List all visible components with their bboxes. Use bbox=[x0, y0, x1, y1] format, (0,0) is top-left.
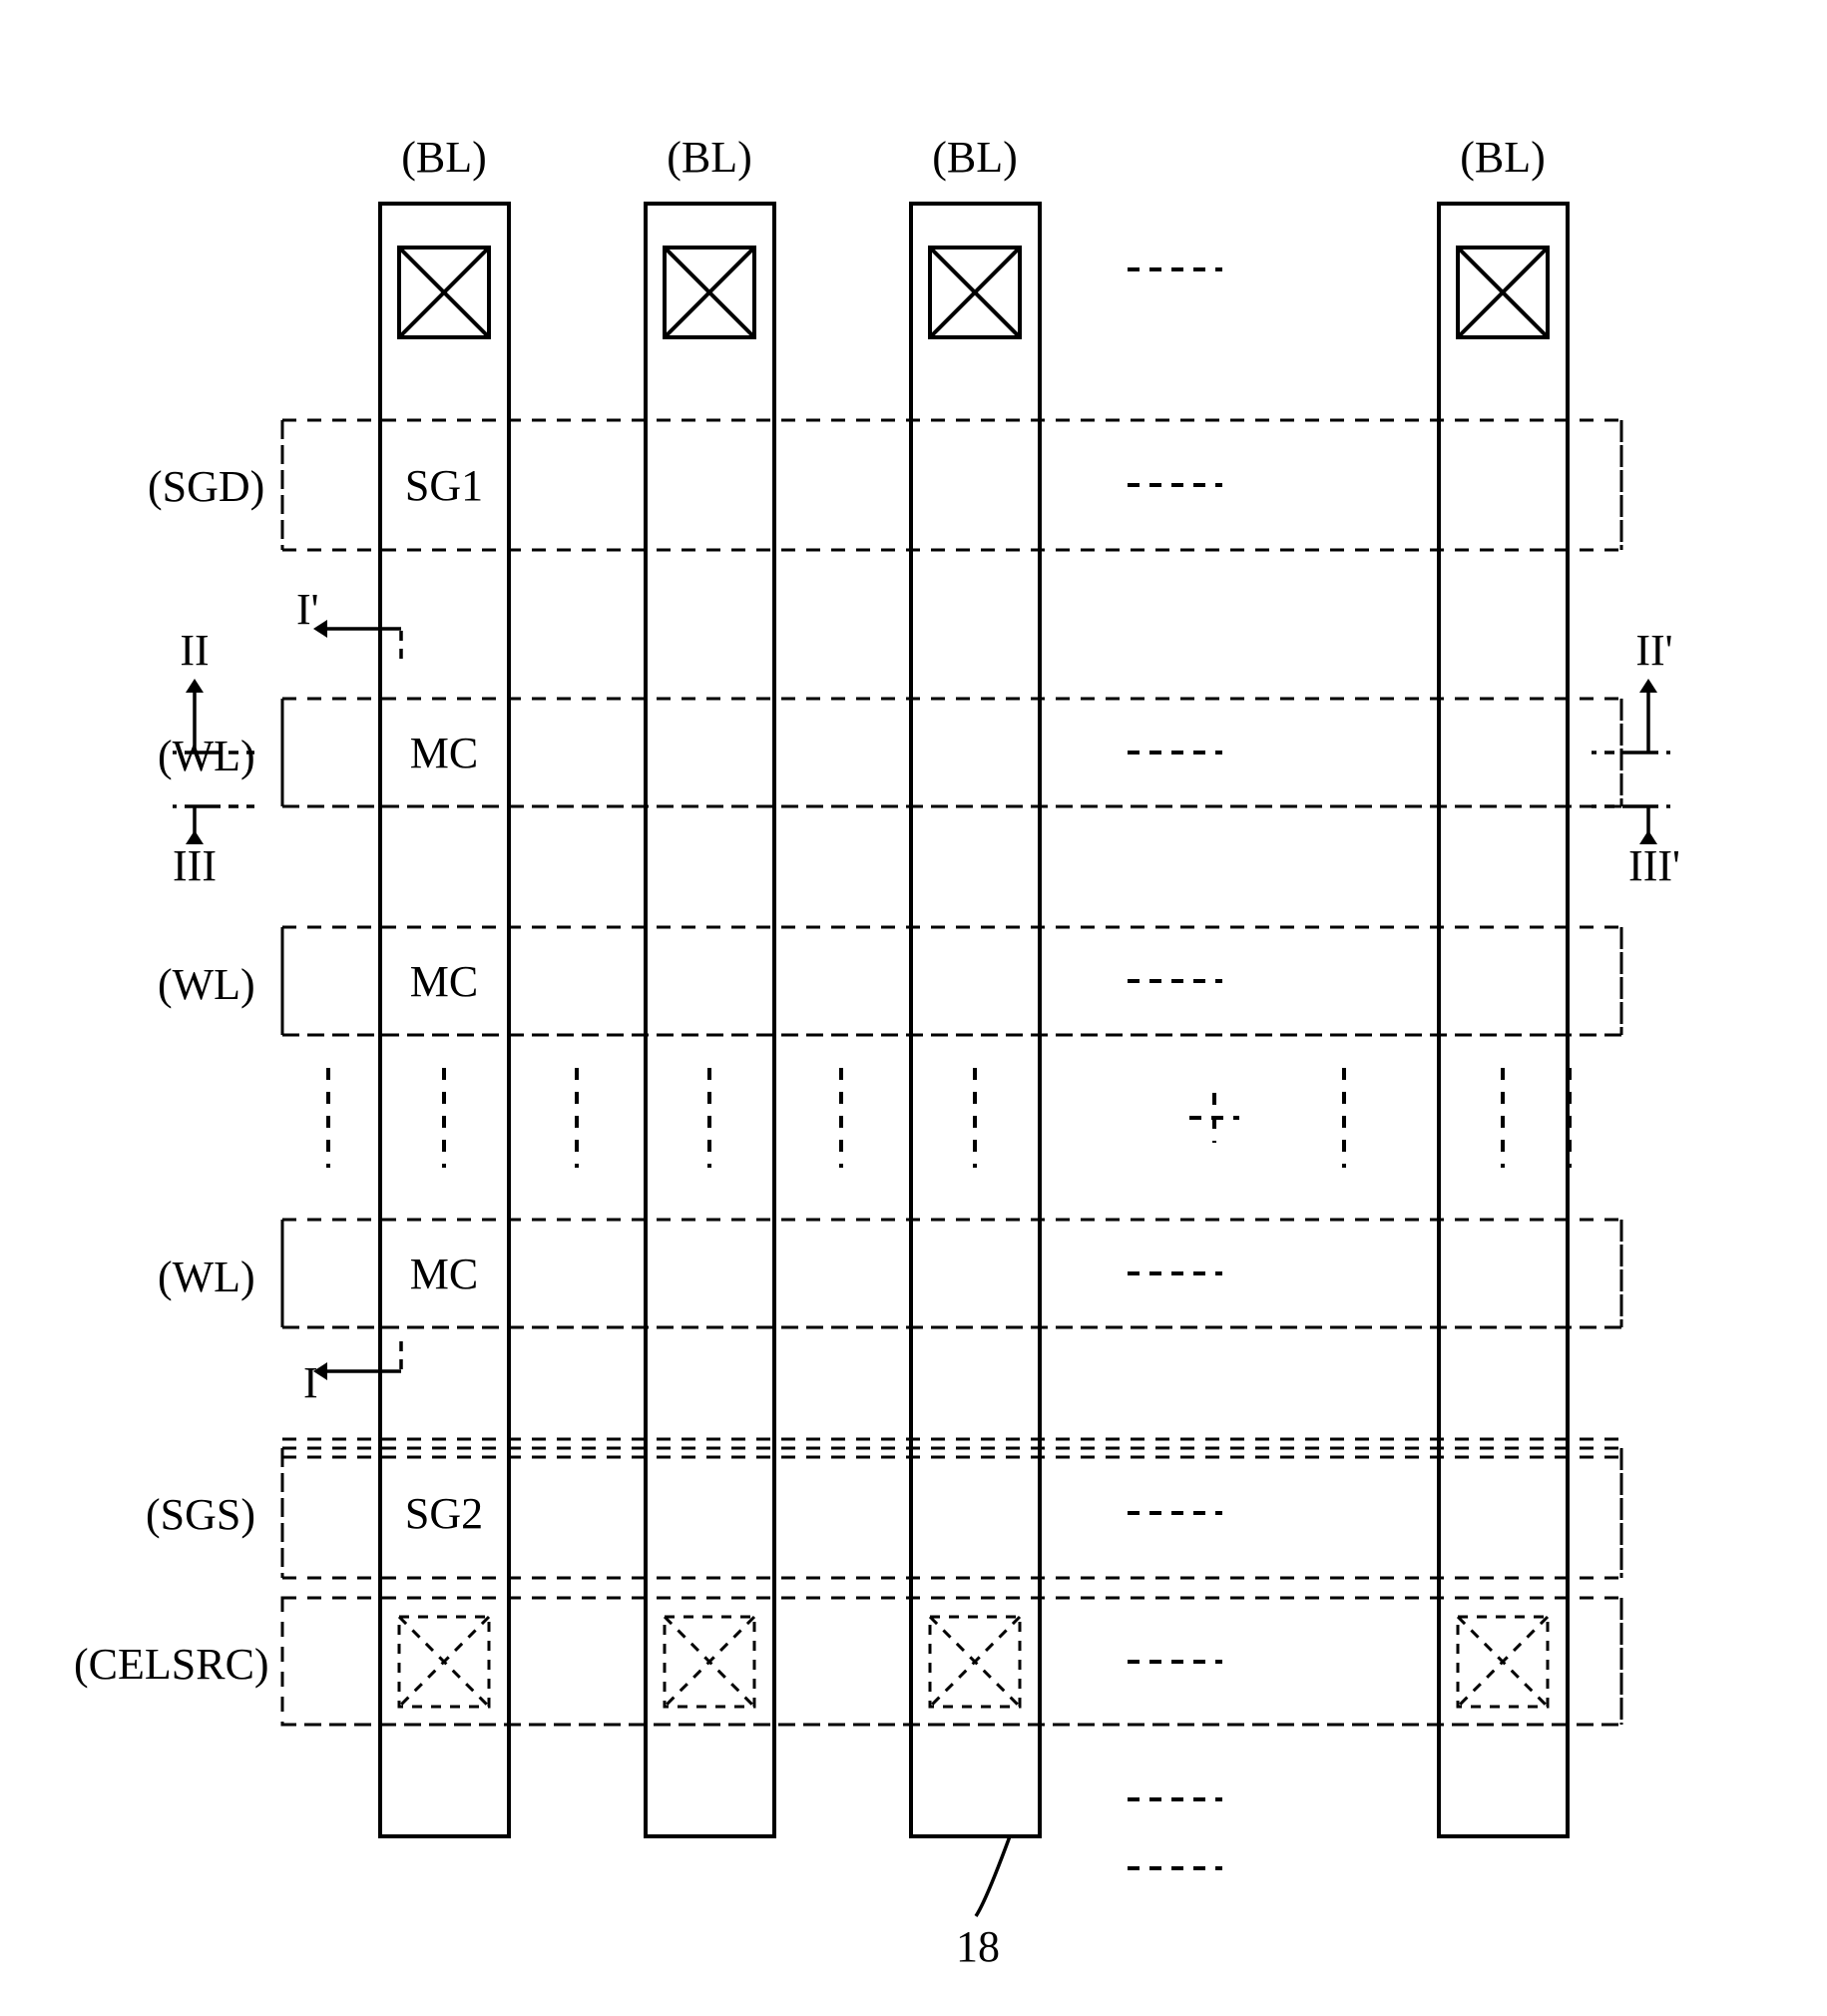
row-label-sgd: (SGD) bbox=[148, 462, 264, 511]
row-wl1 bbox=[282, 699, 1621, 806]
section-I-label: I bbox=[303, 1358, 318, 1407]
row-wl3 bbox=[282, 1220, 1621, 1327]
row-sgd bbox=[282, 420, 1621, 550]
bl-contact-top-1 bbox=[665, 248, 754, 337]
bl-column-3 bbox=[1439, 204, 1568, 1836]
cell-text-sgd: SG1 bbox=[405, 461, 483, 510]
bl-columns bbox=[380, 204, 1568, 1836]
row-label-wl1: (WL) bbox=[158, 732, 255, 780]
bl-column-1 bbox=[646, 204, 774, 1836]
cell-text-wl1: MC bbox=[410, 729, 478, 777]
bl-contact-top-3 bbox=[1458, 248, 1548, 337]
leader-18 bbox=[976, 1836, 1010, 1916]
bl-label-2: (BL) bbox=[932, 133, 1018, 182]
row-label-wl3: (WL) bbox=[158, 1253, 255, 1301]
rows-group bbox=[282, 420, 1621, 1725]
celsrc-contact-0 bbox=[399, 1617, 489, 1707]
memory-layout-diagram: (BL) (BL) (BL) (BL) (SGD) (WL) (WL) (WL) (SGS) (C… bbox=[0, 0, 1827, 2016]
cell-text-wl3: MC bbox=[410, 1250, 478, 1298]
bl-label-3: (BL) bbox=[1460, 133, 1546, 182]
bl-column-2 bbox=[911, 204, 1040, 1836]
section-II-label: II bbox=[180, 626, 209, 675]
row-label-celsrc: (CELSRC) bbox=[74, 1640, 269, 1689]
celsrc-contact-3 bbox=[1458, 1617, 1548, 1707]
celsrc-contact-2 bbox=[930, 1617, 1020, 1707]
row-label-sgs: (SGS) bbox=[146, 1490, 255, 1539]
bl-label-1: (BL) bbox=[667, 133, 752, 182]
cell-text-wl2: MC bbox=[410, 957, 478, 1006]
cell-text-sgs: SG2 bbox=[405, 1489, 483, 1538]
celsrc-contact-1 bbox=[665, 1617, 754, 1707]
section-III-prime-label: III' bbox=[1628, 841, 1680, 890]
row-wl2 bbox=[282, 927, 1621, 1035]
bl-contact-top-2 bbox=[930, 248, 1020, 337]
bl-label-0: (BL) bbox=[401, 133, 487, 182]
bl-contact-top-0 bbox=[399, 248, 489, 337]
section-III-label: III bbox=[173, 841, 217, 890]
ref-18-label: 18 bbox=[956, 1922, 1000, 1971]
row-label-wl2: (WL) bbox=[158, 960, 255, 1009]
section-II-prime-label: II' bbox=[1635, 626, 1672, 675]
section-I-prime-label: I' bbox=[296, 585, 319, 634]
row-sgs bbox=[282, 1448, 1621, 1578]
bl-column-0 bbox=[380, 204, 509, 1836]
